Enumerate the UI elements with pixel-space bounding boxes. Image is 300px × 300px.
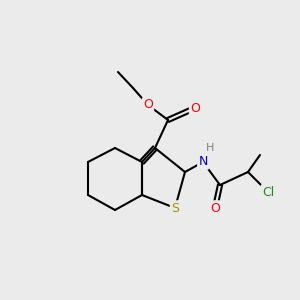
Text: H: H: [206, 143, 214, 153]
Text: Cl: Cl: [262, 185, 274, 199]
Text: S: S: [171, 202, 179, 214]
Text: O: O: [143, 98, 153, 112]
Text: O: O: [210, 202, 220, 214]
Text: N: N: [198, 155, 208, 169]
Text: O: O: [190, 101, 200, 115]
